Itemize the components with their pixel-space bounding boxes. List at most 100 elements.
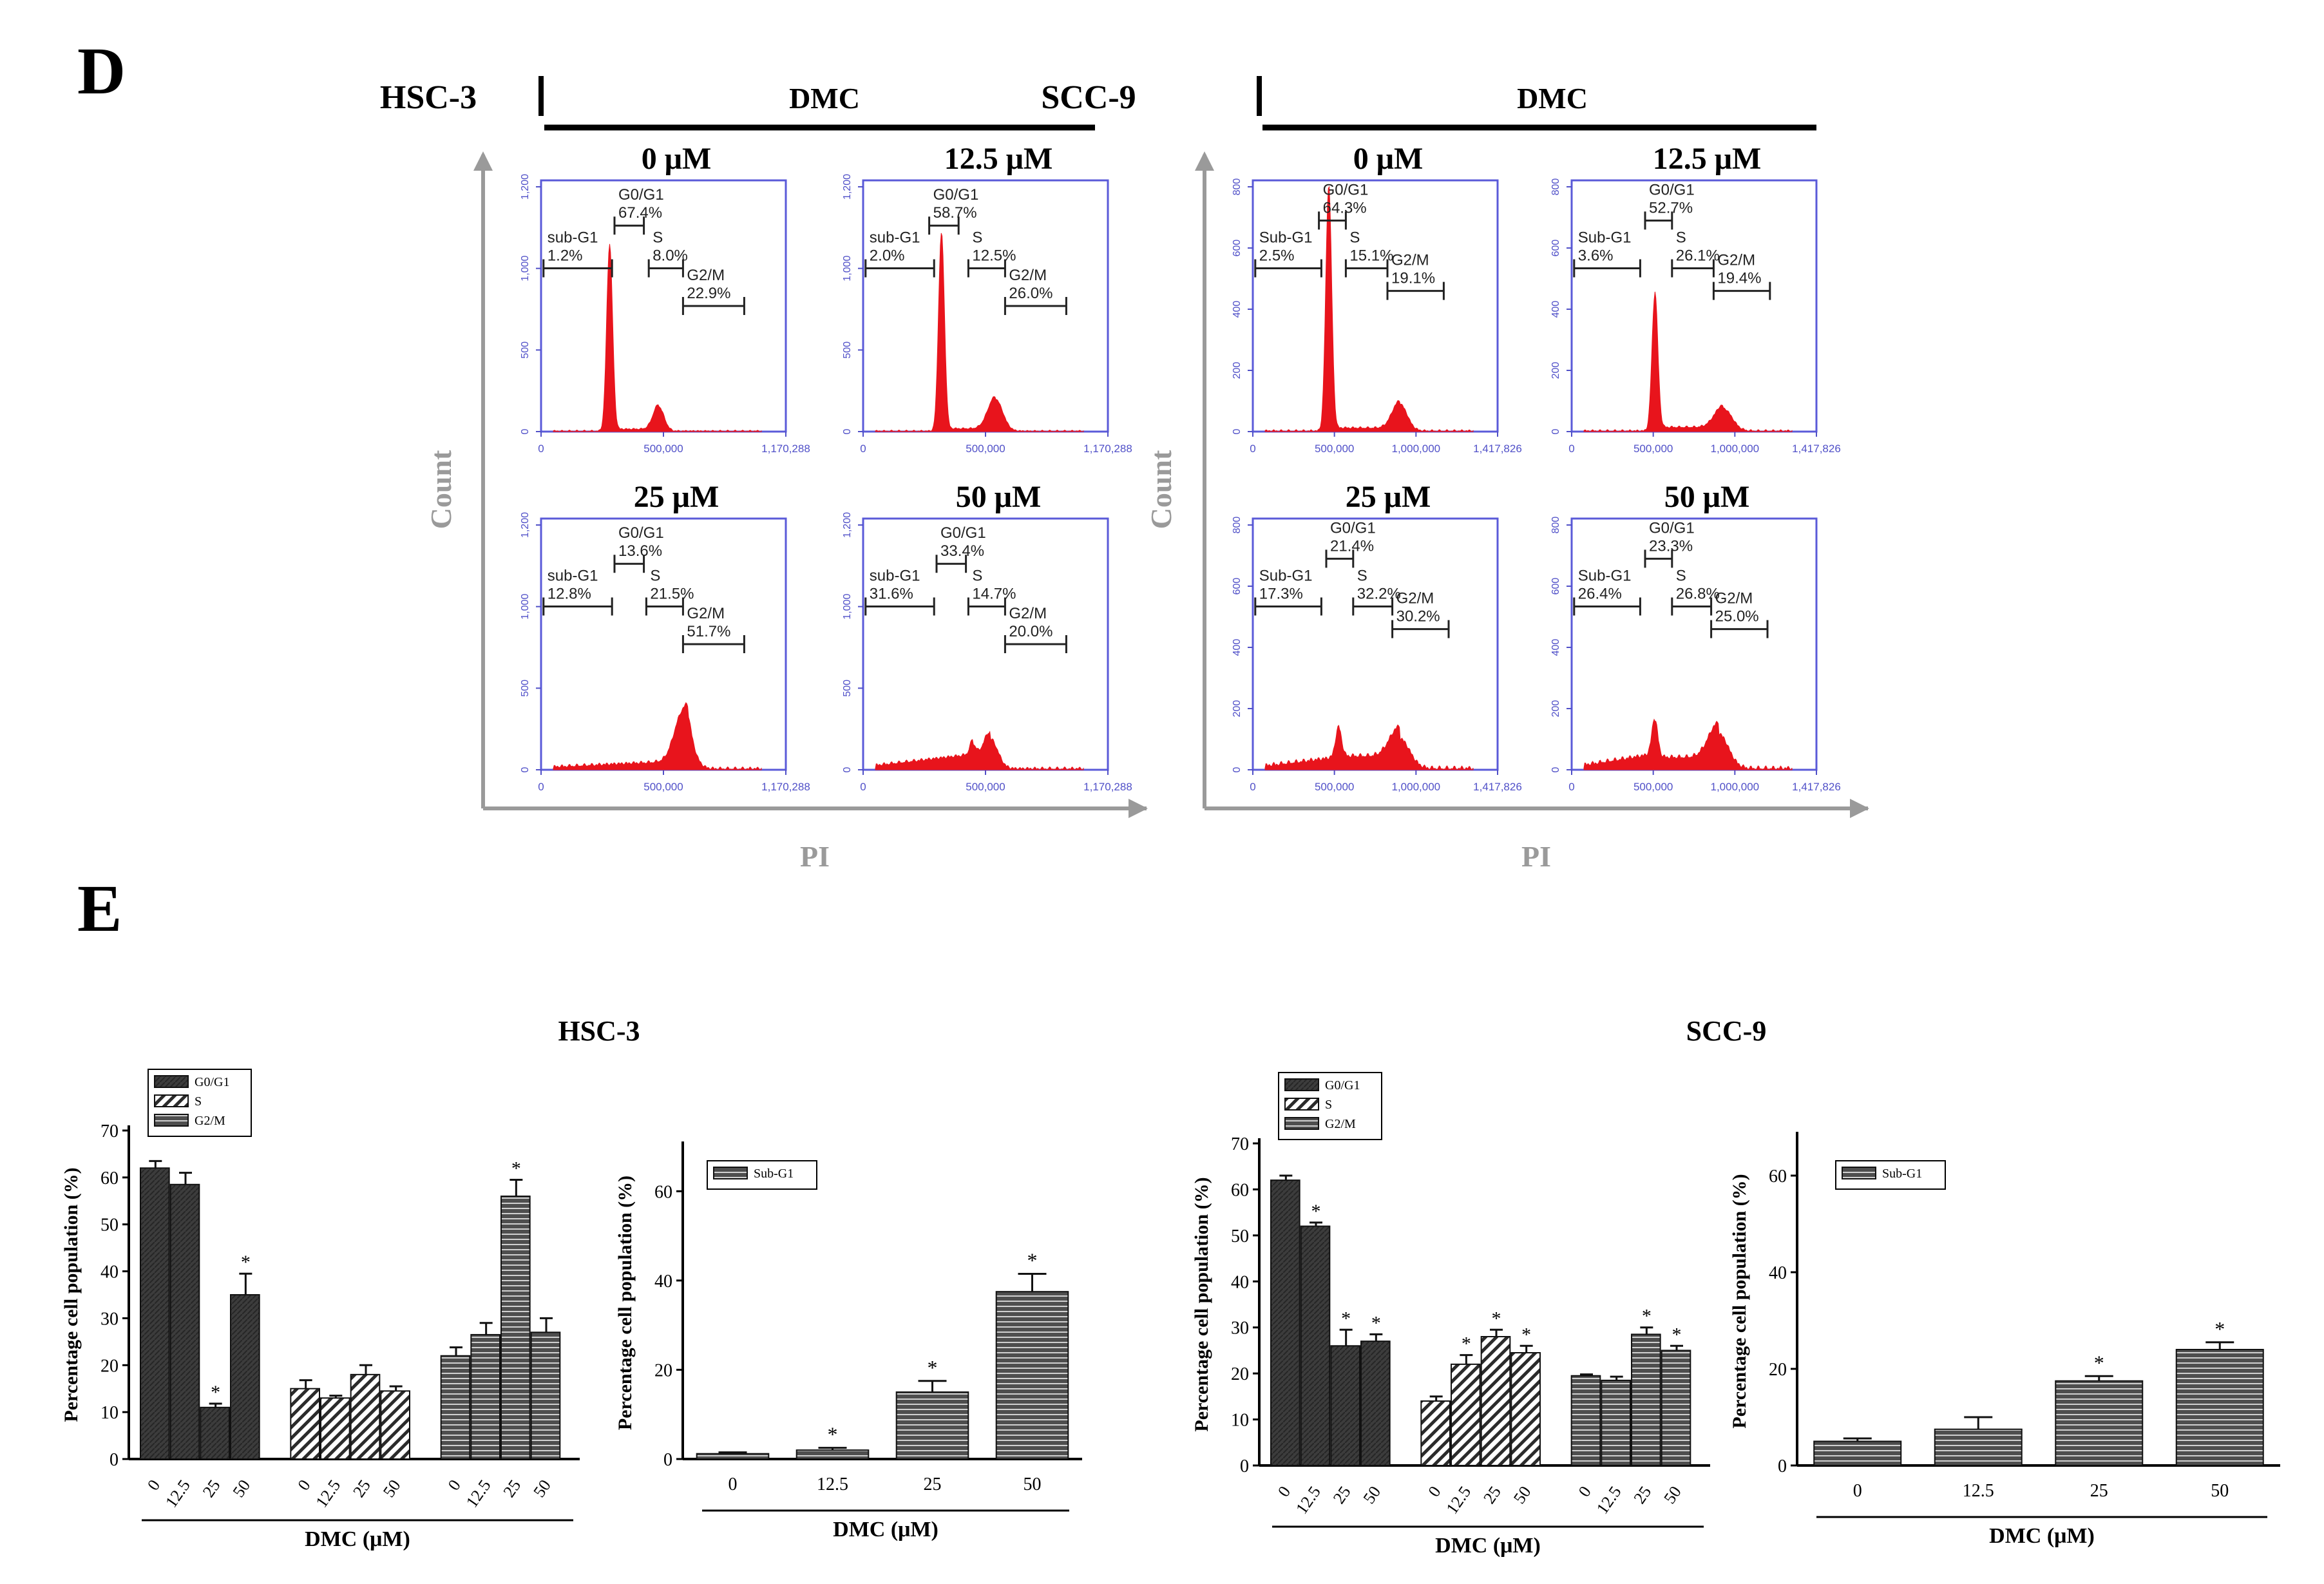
bar (169, 1183, 200, 1460)
x-tick-label: 0 (1568, 443, 1574, 455)
x-tick-label: 12.5 (1593, 1483, 1625, 1518)
gate-g2: G2/M26.0% (1004, 267, 1067, 315)
gate-label: G0/G1 (1649, 519, 1695, 537)
gate-value: 15.1% (1349, 247, 1393, 265)
significance-star: * (1521, 1324, 1531, 1345)
plot-frame (540, 517, 787, 771)
x-tick-label: 500,000 (1633, 443, 1673, 455)
histogram-area (553, 243, 762, 432)
error-bar (479, 1322, 493, 1335)
gate-label: G2/M (1009, 605, 1047, 622)
bar (696, 1453, 770, 1460)
gate-bracket (1644, 549, 1673, 568)
gate-value: 19.1% (1391, 270, 1435, 287)
gate-bracket (1573, 259, 1641, 278)
significance-star: * (1462, 1333, 1471, 1355)
bar-chart-0: HSC-3 0 10 20 30 40 50 60 70 Percentage cell popu… (61, 1015, 640, 1551)
gate-bracket (1318, 211, 1347, 230)
y-tick-label: 800 (1550, 178, 1561, 196)
bar (1934, 1428, 2023, 1466)
x-axis-arrowhead (1850, 799, 1869, 818)
bar (1420, 1400, 1451, 1466)
gate-value: 64.3% (1323, 199, 1367, 216)
legend-label: G2/M (1325, 1117, 1356, 1131)
gate-bracket (542, 597, 613, 616)
histogram-area (875, 233, 1084, 432)
histogram-area (1264, 186, 1474, 432)
gate-g2: G2/M22.9% (681, 267, 745, 315)
gate-label: S (1676, 229, 1686, 247)
histogram-plot-0: 0 μM 0 200 400 600 800 0 500,000 1,000,000 1,417,… (1232, 142, 1522, 455)
error-bar (1310, 1221, 1322, 1226)
gate-value: 2.5% (1259, 247, 1295, 265)
histogram-plot-3: 50 μM 0 500 1,000 1,200 0 500,000 1,170,288 sub-… (842, 480, 1132, 793)
legend-swatch (1284, 1078, 1319, 1091)
error-bar (1460, 1354, 1473, 1364)
y-tick-label: 1,000 (520, 594, 531, 620)
gate-bracket (1712, 281, 1771, 300)
x-axis-arrowhead (1129, 799, 1148, 818)
bar (1270, 1179, 1300, 1466)
error-bar (1519, 1344, 1533, 1353)
error-bar (2205, 1341, 2234, 1350)
gate-bracket (1254, 259, 1322, 278)
x-tick-label: 0 (1424, 1483, 1444, 1500)
y-axis-label: Percentage cell population (%) (614, 1176, 636, 1430)
significance-star: * (1341, 1308, 1351, 1329)
bar (1570, 1375, 1601, 1467)
error-bar (329, 1395, 343, 1398)
x-tick-label: 500,000 (1315, 781, 1354, 793)
gate-label: sub-G1 (870, 229, 920, 247)
gate-bracket (681, 635, 745, 653)
x-tick-label: 0 (1575, 1483, 1595, 1500)
y-tick-label: 400 (1232, 639, 1243, 656)
gate-value: 2.0% (870, 247, 905, 265)
bar-chart-1: 0 20 40 60 Percentage cell population (%) 0 * 1… (614, 1141, 1082, 1541)
bar (1601, 1379, 1631, 1467)
x-tick-label: 500,000 (966, 443, 1005, 455)
dose-label: 50 μM (956, 480, 1042, 514)
y-tick-label: 0 (1232, 767, 1243, 772)
x-tick-label: 500,000 (1633, 781, 1673, 793)
histogram-area (553, 702, 762, 770)
gate-value: 51.7% (687, 623, 730, 640)
histogram-plot-2: 25 μM 0 200 400 600 800 0 500,000 1,000,000 1,417… (1232, 480, 1522, 793)
gate-bracket (1573, 597, 1641, 616)
significance-star: * (211, 1382, 220, 1403)
x-tick-label: 1,417,826 (1473, 443, 1522, 455)
error-bar (299, 1379, 312, 1389)
error-bar (1580, 1373, 1593, 1376)
plot-frame (1570, 179, 1818, 433)
gate-bracket (1710, 620, 1769, 638)
plot-frame (1570, 517, 1818, 771)
significance-star: * (1492, 1308, 1501, 1329)
histogram-area (1264, 724, 1474, 771)
y-tick-label: 0 (1232, 428, 1243, 434)
bar (500, 1196, 531, 1460)
y-tick-label: 70 (100, 1121, 119, 1141)
gate-value: 17.3% (1259, 586, 1303, 603)
plot-frame (1252, 179, 1499, 433)
error-bar (1339, 1328, 1353, 1346)
gate-label: G2/M (1009, 267, 1047, 284)
y-tick-label: 200 (1550, 362, 1561, 379)
x-axis-label: DMC (μM) (833, 1518, 938, 1541)
y-tick-label: 800 (1232, 178, 1243, 196)
gate-s: S12.5% (967, 229, 1016, 278)
bar (230, 1294, 260, 1460)
significance-star: * (1642, 1306, 1652, 1327)
x-tick-label: 0 (860, 781, 866, 793)
y-tick-label: 400 (1550, 639, 1561, 656)
plot-frame (862, 179, 1109, 433)
error-bar (918, 1380, 947, 1393)
y-tick-label: 0 (842, 767, 853, 772)
gate-s: S26.8% (1671, 568, 1720, 616)
x-tick-label: 50 (1660, 1483, 1685, 1507)
panel-label-d: D (77, 34, 126, 108)
x-tick-label: 1,170,288 (1083, 781, 1132, 793)
gate-s: S26.1% (1671, 229, 1720, 278)
